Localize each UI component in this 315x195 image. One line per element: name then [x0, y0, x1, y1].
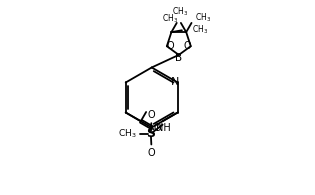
Text: O: O	[147, 148, 155, 158]
Text: O: O	[184, 41, 192, 51]
Text: NH: NH	[156, 123, 170, 133]
Text: B: B	[175, 53, 182, 63]
Text: O: O	[153, 122, 161, 133]
Text: O: O	[166, 41, 174, 51]
Text: N: N	[171, 77, 180, 87]
Text: CH$_3$: CH$_3$	[162, 12, 178, 25]
Text: CH$_3$: CH$_3$	[192, 23, 209, 36]
Text: O: O	[147, 110, 155, 120]
Text: S: S	[146, 127, 156, 140]
Text: CH$_3$: CH$_3$	[195, 11, 211, 24]
Text: CH$_3$: CH$_3$	[172, 6, 188, 18]
Text: CH$_3$: CH$_3$	[118, 128, 136, 140]
